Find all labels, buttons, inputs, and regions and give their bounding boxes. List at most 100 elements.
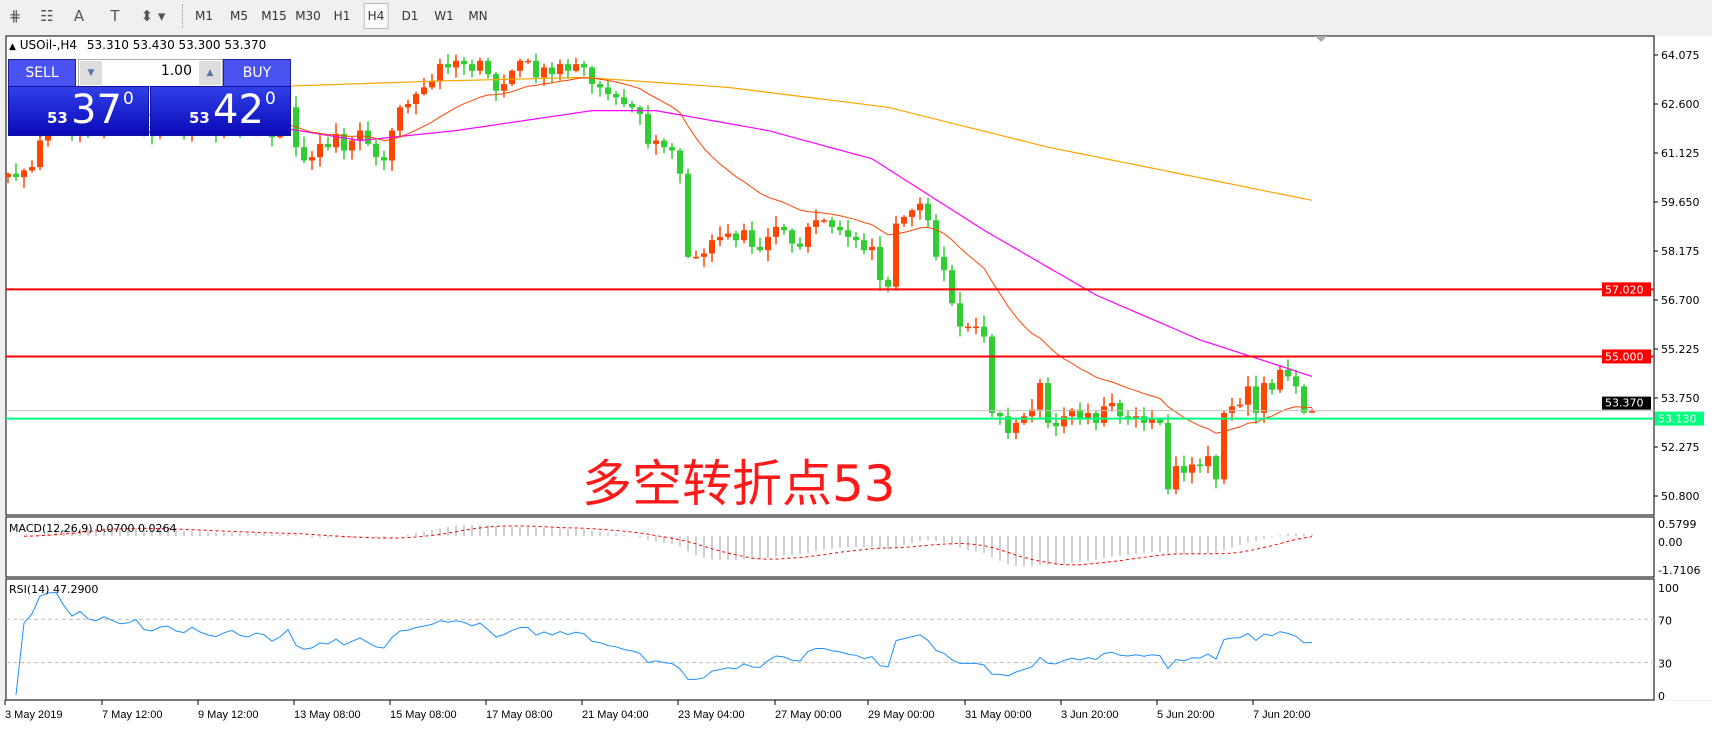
timeframe-m30[interactable]: M30 xyxy=(295,9,321,23)
macd-signal-line xyxy=(23,525,1313,566)
timeframe-mn[interactable]: MN xyxy=(468,9,488,23)
timeframe-w1[interactable]: W1 xyxy=(434,9,454,23)
timeframe-h4[interactable]: H4 xyxy=(363,3,389,29)
level-price-label: 55.000 xyxy=(1605,350,1644,363)
sell-price-pip: 0 xyxy=(123,89,134,109)
bullish-candle xyxy=(349,137,355,160)
fibonacci-fan-icon[interactable]: ☷ xyxy=(40,7,54,25)
candle-body xyxy=(693,256,699,259)
candle-body xyxy=(981,326,987,337)
price-tick-label: 62.600 xyxy=(1661,98,1700,111)
bearish-candle xyxy=(485,57,491,79)
price-tick-label: 53.750 xyxy=(1661,392,1700,405)
buy-price[interactable]: 53 42 0 xyxy=(150,86,291,136)
rsi-tick-label: 100 xyxy=(1658,582,1679,595)
timeframe-m5[interactable]: M5 xyxy=(230,9,248,23)
lot-increase-icon[interactable]: ▲ xyxy=(199,61,221,85)
macd-tick-label: 0.5799 xyxy=(1658,518,1697,531)
chart-shift-marker-icon[interactable] xyxy=(1315,36,1327,42)
candle-body xyxy=(381,157,387,161)
bearish-candle xyxy=(749,221,755,254)
bullish-candle xyxy=(1061,407,1067,434)
candle-body xyxy=(1261,383,1267,413)
candle-body xyxy=(469,64,475,71)
text-icon[interactable]: A xyxy=(73,7,85,25)
bullish-candle xyxy=(765,228,771,262)
candle-body xyxy=(1069,409,1075,417)
sell-button[interactable]: SELL xyxy=(8,59,76,87)
lot-decrease-icon[interactable]: ▼ xyxy=(80,61,102,85)
bearish-candle xyxy=(469,59,475,78)
candle-body xyxy=(829,220,835,227)
bullish-candle xyxy=(973,317,979,335)
timeframe-h1[interactable]: H1 xyxy=(333,9,351,23)
candle-body xyxy=(757,246,763,251)
price-tick-label: 64.075 xyxy=(1661,49,1700,62)
time-tick-label: 27 May 00:00 xyxy=(775,709,842,721)
chart-annotation-text[interactable]: 多空转折点53 xyxy=(582,455,896,513)
sell-price[interactable]: 53 37 0 xyxy=(8,86,149,136)
price-chart[interactable]: 64.075 62.600 61.125 59.650 58.175 56.700 55.2… xyxy=(0,33,1712,729)
bearish-candle xyxy=(645,105,651,149)
bearish-candle xyxy=(1005,407,1011,439)
level-price-tag xyxy=(1602,349,1651,364)
rsi-pane xyxy=(5,578,1655,701)
candle-body xyxy=(901,216,907,224)
candle-body xyxy=(1309,410,1315,413)
candle-body xyxy=(837,226,843,231)
candle-body xyxy=(741,230,747,241)
bearish-candle xyxy=(685,168,691,259)
bearish-candle xyxy=(1293,369,1299,394)
time-tick-label: 13 May 08:00 xyxy=(294,709,361,721)
buy-price-prefix: 53 xyxy=(189,109,210,127)
candle-body xyxy=(685,173,691,257)
price-tick-label: 52.275 xyxy=(1661,441,1700,454)
bearish-candle xyxy=(621,89,627,108)
bearish-candle xyxy=(325,136,331,151)
candle-body xyxy=(325,143,331,148)
candle-body xyxy=(333,133,339,148)
candle-body xyxy=(549,67,555,75)
bid-price-tag xyxy=(1602,396,1651,410)
bullish-candle xyxy=(333,123,339,153)
candle-body xyxy=(1245,386,1251,405)
bullish-candle xyxy=(1237,398,1243,409)
candle-body xyxy=(1189,464,1195,473)
lot-value[interactable]: 1.00 xyxy=(160,63,192,79)
candle-body xyxy=(309,157,315,161)
bearish-candle xyxy=(1117,399,1123,424)
candle-body xyxy=(445,64,451,68)
rsi-tick-label: 70 xyxy=(1658,614,1672,627)
bearish-candle xyxy=(861,233,867,255)
bearish-candle xyxy=(301,136,307,164)
bearish-candle xyxy=(373,139,379,166)
candle-body xyxy=(1029,409,1035,417)
bullish-candle xyxy=(1037,379,1043,420)
candle-body xyxy=(429,80,435,88)
timeframe-d1[interactable]: D1 xyxy=(401,9,419,23)
bullish-candle xyxy=(1277,365,1283,393)
timeframe-m1[interactable]: M1 xyxy=(195,9,213,23)
bearish-candle xyxy=(365,121,371,147)
price-tick-label: 56.700 xyxy=(1661,294,1700,307)
bullish-candle xyxy=(965,322,971,332)
level-price-tag xyxy=(1602,282,1651,297)
candle-body xyxy=(973,326,979,329)
fibonacci-expansion-icon[interactable]: ⋕ xyxy=(8,7,22,25)
candle-body xyxy=(597,84,603,88)
buy-price-main: 42 xyxy=(213,87,264,133)
candle-body xyxy=(565,64,571,71)
bullish-candle xyxy=(717,226,723,247)
text-label-icon[interactable]: T xyxy=(110,7,120,25)
bearish-candle xyxy=(445,54,451,74)
lot-size-field[interactable]: ▼ 1.00 ▲ xyxy=(78,59,223,87)
bearish-candle xyxy=(613,91,619,105)
candle-body xyxy=(773,226,779,237)
bearish-candle xyxy=(853,232,859,248)
collapse-triangle-icon[interactable]: ▲ xyxy=(9,42,16,52)
timeframe-m15[interactable]: M15 xyxy=(261,9,287,23)
bullish-candle xyxy=(21,168,27,188)
buy-button[interactable]: BUY xyxy=(223,59,291,87)
arrows-dropdown-icon[interactable]: ⬍ ▾ xyxy=(140,7,166,25)
candle-body xyxy=(413,94,419,104)
